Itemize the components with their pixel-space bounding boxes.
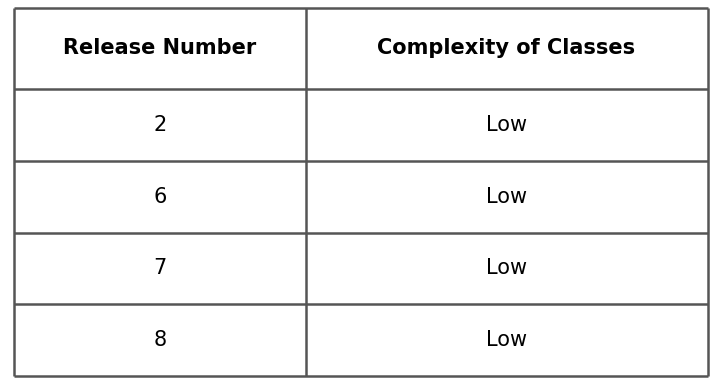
Text: Low: Low — [486, 115, 527, 135]
Text: Low: Low — [486, 187, 527, 207]
Text: 2: 2 — [153, 115, 167, 135]
Text: 7: 7 — [153, 258, 167, 278]
Text: 6: 6 — [153, 187, 167, 207]
Text: 8: 8 — [154, 330, 167, 350]
Text: Low: Low — [486, 330, 527, 350]
Text: Complexity of Classes: Complexity of Classes — [378, 38, 635, 58]
Text: Low: Low — [486, 258, 527, 278]
Text: Release Number: Release Number — [64, 38, 256, 58]
